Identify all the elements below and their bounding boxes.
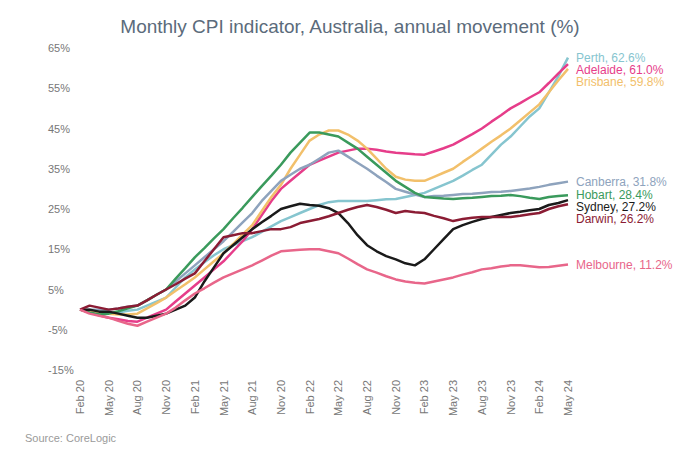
svg-text:Aug 22: Aug 22 <box>361 380 373 415</box>
svg-text:Source: CoreLogic: Source: CoreLogic <box>25 432 117 444</box>
svg-text:25%: 25% <box>48 203 70 215</box>
svg-text:5%: 5% <box>48 284 64 296</box>
svg-text:Feb 23: Feb 23 <box>418 380 430 414</box>
svg-text:Nov 20: Nov 20 <box>390 380 402 415</box>
svg-text:55%: 55% <box>48 82 70 94</box>
svg-text:Darwin, 26.2%: Darwin, 26.2% <box>576 212 654 226</box>
svg-text:Feb 20: Feb 20 <box>74 380 86 414</box>
svg-text:May 24: May 24 <box>562 380 574 416</box>
svg-text:Feb 21: Feb 21 <box>189 380 201 414</box>
svg-text:Aug 20: Aug 20 <box>131 380 143 415</box>
svg-text:Perth, 62.6%: Perth, 62.6% <box>576 50 646 65</box>
svg-text:Canberra, 31.8%: Canberra, 31.8% <box>576 175 667 189</box>
svg-text:15%: 15% <box>48 243 70 255</box>
svg-text:-5%: -5% <box>48 324 68 336</box>
svg-text:Nov 23: Nov 23 <box>505 380 517 415</box>
svg-text:Feb 22: Feb 22 <box>304 380 316 414</box>
svg-text:Melbourne, 11.2%: Melbourne, 11.2% <box>576 258 673 272</box>
svg-text:Sydney, 27.2%: Sydney, 27.2% <box>576 200 656 215</box>
svg-text:-15%: -15% <box>48 364 74 376</box>
svg-text:Hobart, 28.4%: Hobart, 28.4% <box>576 188 653 203</box>
svg-text:May 21: May 21 <box>218 380 230 416</box>
svg-text:May 22: May 22 <box>332 380 344 416</box>
svg-text:Adelaide, 61.0%: Adelaide, 61.0% <box>576 62 664 77</box>
svg-text:65%: 65% <box>48 42 70 54</box>
svg-text:Nov 20: Nov 20 <box>160 380 172 415</box>
svg-text:35%: 35% <box>48 163 70 175</box>
svg-text:May 23: May 23 <box>447 380 459 416</box>
svg-text:Aug 23: Aug 23 <box>476 380 488 415</box>
svg-text:45%: 45% <box>48 123 70 135</box>
svg-text:Nov 20: Nov 20 <box>275 380 287 415</box>
svg-text:May 20: May 20 <box>103 380 115 416</box>
svg-text:Brisbane, 59.8%: Brisbane, 59.8% <box>576 75 664 89</box>
svg-text:Monthly CPI indicator, Austral: Monthly CPI indicator, Australia, annual… <box>120 16 579 37</box>
svg-text:Aug 21: Aug 21 <box>246 380 258 415</box>
svg-text:Feb 24: Feb 24 <box>533 380 545 414</box>
